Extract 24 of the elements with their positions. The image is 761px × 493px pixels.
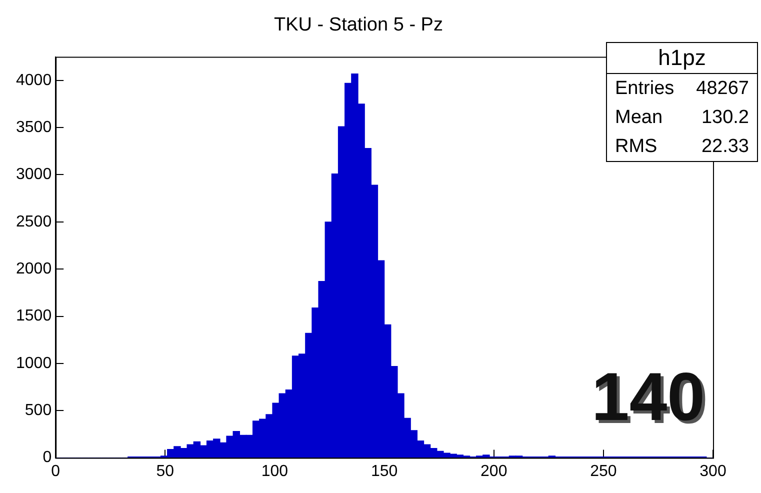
annotation: 130.2: [701, 107, 749, 129]
y-tick-label: 500: [24, 402, 52, 420]
annotation: 48267: [696, 78, 749, 100]
y-tick-label: 1500: [16, 308, 52, 325]
x-tick-label: 200: [480, 462, 508, 480]
x-tick-label: 250: [590, 462, 617, 480]
y-tick-label: 0: [42, 449, 52, 466]
y-tick-label: 4000: [16, 72, 52, 89]
annotation: Mean: [615, 107, 663, 129]
x-tick-label: 150: [370, 462, 398, 480]
y-tick-label: 3000: [16, 166, 52, 184]
annotation: RMS: [615, 136, 658, 158]
y-tick-label: 2000: [16, 260, 52, 278]
annotation: 140: [592, 358, 705, 436]
y-tick-label: 2500: [16, 213, 52, 230]
x-tick-label: 50: [156, 462, 174, 480]
y-tick-label: 3500: [16, 118, 52, 136]
annotation: Entries: [615, 78, 674, 100]
x-tick-label: 100: [261, 462, 288, 480]
x-tick-label: 300: [700, 462, 726, 480]
annotation: 22.33: [701, 136, 749, 158]
y-tick-label: 1000: [16, 354, 52, 372]
annotation: h1pz: [607, 43, 757, 74]
chart-title: TKU - Station 5 - Pz: [274, 14, 443, 36]
